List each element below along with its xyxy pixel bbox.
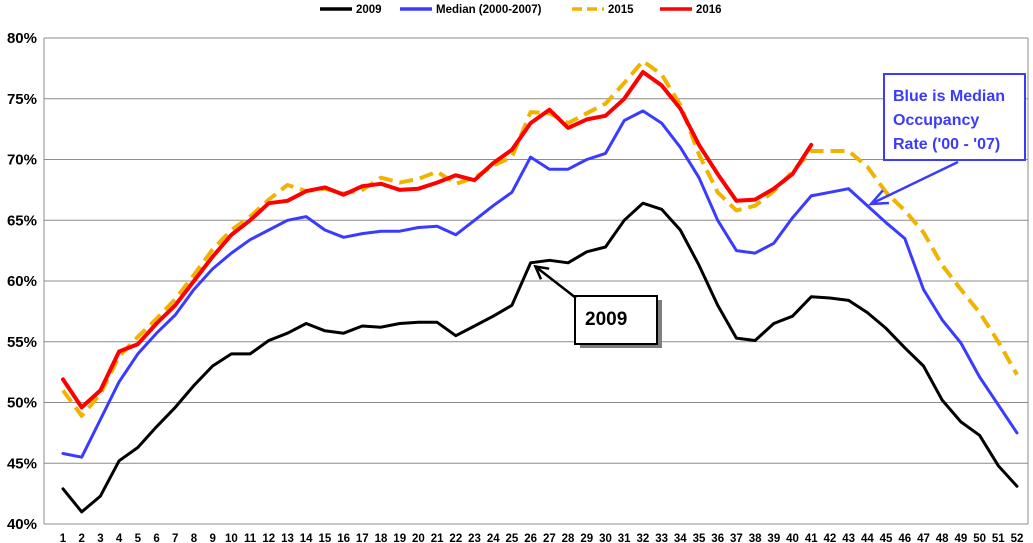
y-tick-label: 80% <box>7 30 37 47</box>
x-tick-label: 46 <box>898 533 911 543</box>
x-tick-label: 49 <box>954 533 967 543</box>
x-tick-label: 19 <box>393 533 406 543</box>
y-axis-tick-labels: 40% 45% 50% 55% 60% 65% 70% 75% 80% <box>7 30 37 533</box>
callout-2009-text: 2009 <box>585 309 627 330</box>
y-tick-label: 45% <box>7 455 37 472</box>
x-tick-label: 23 <box>468 533 481 543</box>
x-tick-label: 20 <box>412 533 425 543</box>
median-callout-text: Rate ('00 - '07) <box>893 136 1000 153</box>
legend-label-1: Median (2000-2007) <box>436 4 542 16</box>
y-tick-label: 60% <box>7 273 37 290</box>
x-tick-label: 11 <box>244 533 257 543</box>
x-tick-label: 12 <box>262 533 275 543</box>
x-tick-label: 17 <box>356 533 369 543</box>
callout-2009-box <box>574 295 658 345</box>
x-tick-label: 34 <box>674 533 687 543</box>
y-tick-label: 40% <box>7 516 37 533</box>
x-tick-label: 40 <box>786 533 799 543</box>
grid-lines <box>43 37 1029 525</box>
series-line-1 <box>61 109 1019 459</box>
series-line-2 <box>61 59 1019 418</box>
x-tick-label: 37 <box>730 533 743 543</box>
legend-label-3: 2016 <box>696 4 722 16</box>
x-tick-label: 24 <box>487 533 500 543</box>
x-tick-label: 42 <box>824 533 837 543</box>
x-tick-label: 22 <box>449 533 462 543</box>
x-tick-label: 31 <box>618 533 631 543</box>
x-tick-label: 13 <box>281 533 294 543</box>
x-tick-label: 48 <box>936 533 949 543</box>
median-callout-text: Blue is Median <box>893 88 1005 105</box>
series-line-3 <box>61 70 814 410</box>
median-callout-arrowhead <box>868 189 889 206</box>
x-tick-label: 38 <box>749 533 762 543</box>
callout-2009-arrow <box>534 265 577 299</box>
x-tick-label: 2 <box>79 533 85 543</box>
x-tick-label: 43 <box>842 533 855 543</box>
x-tick-label: 45 <box>880 533 893 543</box>
median-callout-text: Occupancy <box>893 112 979 129</box>
x-tick-label: 47 <box>917 533 930 543</box>
callout-2009-arrowhead <box>533 264 550 280</box>
x-tick-label: 33 <box>655 533 668 543</box>
x-tick-label: 7 <box>172 533 178 543</box>
y-tick-label: 50% <box>7 395 37 412</box>
x-tick-label: 6 <box>153 533 159 543</box>
x-tick-label: 4 <box>116 533 123 543</box>
x-tick-label: 8 <box>191 533 198 543</box>
x-tick-label: 28 <box>562 533 575 543</box>
median-callout-box <box>883 73 1026 161</box>
x-tick-label: 44 <box>861 533 874 543</box>
x-tick-label: 41 <box>805 533 818 543</box>
y-tick-label: 55% <box>7 334 37 351</box>
x-tick-label: 36 <box>711 533 724 543</box>
x-tick-label: 52 <box>1011 533 1024 543</box>
legend: 2009 Median (2000-2007) 2015 2016 <box>320 4 722 16</box>
x-tick-label: 29 <box>580 533 593 543</box>
x-tick-label: 18 <box>375 533 388 543</box>
x-tick-label: 32 <box>636 533 649 543</box>
x-tick-label: 9 <box>209 533 215 543</box>
x-tick-label: 35 <box>693 533 706 543</box>
y-tick-label: 75% <box>7 91 37 108</box>
y-tick-label: 70% <box>7 152 37 169</box>
y-tick-label: 65% <box>7 212 37 229</box>
x-tick-label: 50 <box>973 533 986 543</box>
x-tick-label: 14 <box>300 533 313 543</box>
x-tick-label: 15 <box>318 533 331 543</box>
x-axis-tick-labels: 1 2 3 4 5 6 7 8 9 10 11 12 13 14 15 16 17 18 19 20 21 22 23 24 2… <box>60 533 1024 543</box>
x-tick-label: 27 <box>543 533 556 543</box>
x-tick-label: 16 <box>337 533 350 543</box>
x-tick-label: 21 <box>431 533 444 543</box>
x-tick-label: 5 <box>135 533 142 543</box>
x-tick-label: 30 <box>599 533 612 543</box>
x-tick-label: 1 <box>60 533 67 543</box>
x-tick-label: 10 <box>225 533 238 543</box>
x-tick-label: 3 <box>97 533 103 543</box>
median-callout-arrow <box>870 160 959 206</box>
legend-label-2: 2015 <box>608 4 634 16</box>
x-tick-label: 26 <box>524 533 537 543</box>
x-tick-label: 39 <box>767 533 780 543</box>
series-line-0 <box>61 201 1019 514</box>
annotations: Blue is Median Occupancy Rate ('00 - '07) 2… <box>533 73 1026 348</box>
x-tick-label: 51 <box>992 533 1005 543</box>
series-lines <box>61 59 1019 514</box>
x-tick-label: 25 <box>506 533 519 543</box>
legend-label-0: 2009 <box>356 4 382 16</box>
